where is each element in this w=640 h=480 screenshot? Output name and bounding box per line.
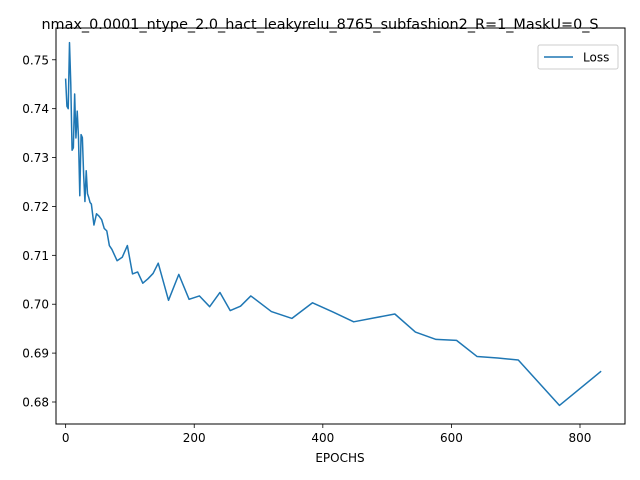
- y-tick-label: 0.74: [22, 102, 49, 116]
- x-tick-label: 0: [62, 431, 70, 445]
- x-tick-label: 400: [311, 431, 334, 445]
- x-tick-label: 600: [440, 431, 463, 445]
- chart-title: nmax_0.0001_ntype_2.0_hact_leakyrelu_876…: [41, 17, 598, 33]
- x-axis-label: EPOCHS: [315, 451, 364, 465]
- plot-area: [64, 41, 602, 407]
- y-tick-label: 0.73: [22, 151, 49, 165]
- x-tick-label: 200: [183, 431, 206, 445]
- y-tick-label: 0.70: [22, 298, 49, 312]
- y-tick-label: 0.75: [22, 53, 49, 67]
- y-tick-label: 0.72: [22, 200, 49, 214]
- y-tick-label: 0.69: [22, 347, 49, 361]
- legend: Loss: [537, 44, 619, 70]
- y-tick-label: 0.68: [22, 396, 49, 410]
- legend-loss-label: Loss: [583, 51, 609, 65]
- axis-ticks: 0 200 400 600 800 0.68 0.69 0.70 0.71 0.72 0.73 0.7…: [22, 53, 591, 445]
- y-tick-label: 0.71: [22, 249, 49, 263]
- series-line-loss: [64, 41, 602, 407]
- x-tick-label: 800: [569, 431, 592, 445]
- legend-frame: [537, 44, 619, 70]
- axes-frame: [55, 27, 626, 425]
